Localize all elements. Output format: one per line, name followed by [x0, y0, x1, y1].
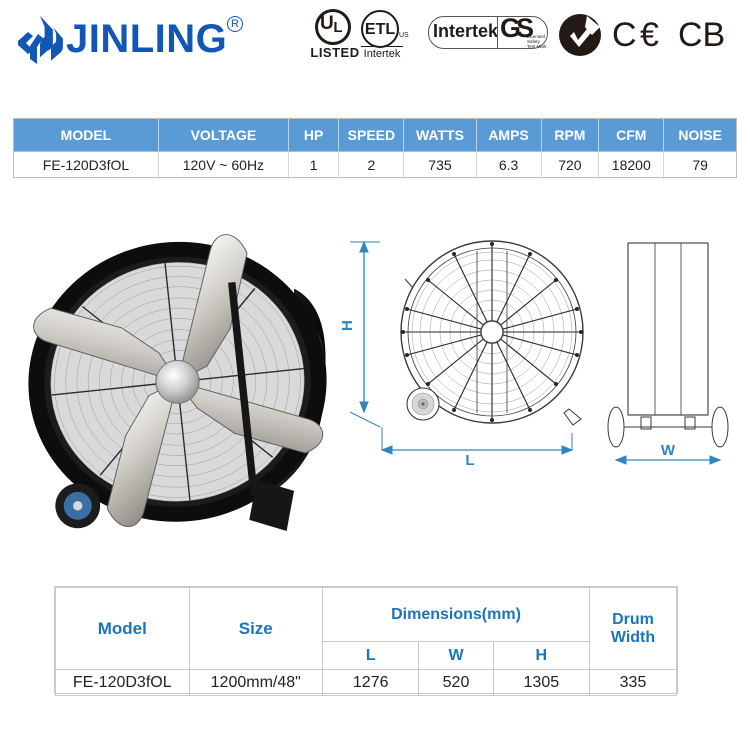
svg-text:L: L — [465, 452, 474, 469]
svg-text:W: W — [661, 442, 676, 459]
svg-text:H: H — [340, 320, 356, 331]
